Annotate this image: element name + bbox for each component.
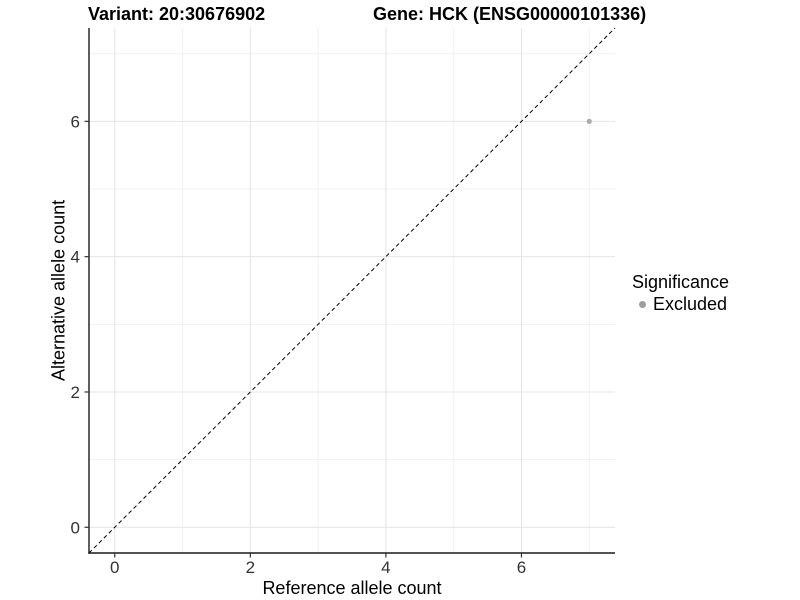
y-tick-label: 0 (71, 518, 80, 537)
y-tick-label: 2 (71, 383, 80, 402)
x-tick-label: 6 (517, 558, 526, 577)
identity-line (88, 27, 616, 554)
x-axis-title: Reference allele count (262, 578, 442, 598)
legend-item-excluded: Excluded (632, 293, 729, 315)
y-axis-title-text: Alternative allele count (48, 199, 69, 382)
x-tick-label: 4 (381, 558, 390, 577)
gene-title: Gene: HCK (ENSG00000101336) (373, 4, 647, 24)
x-tick-label: 0 (110, 558, 119, 577)
y-tick-label: 6 (71, 112, 80, 131)
excluded-point-icon (639, 300, 646, 308)
data-point (586, 118, 592, 124)
x-tick-label: 2 (246, 558, 255, 577)
variant-title: Variant: 20:30676902 (88, 4, 266, 24)
y-axis-title: Alternative allele count (46, 28, 72, 553)
legend-item-label: Excluded (653, 293, 728, 314)
legend: Significance Excluded (632, 271, 729, 315)
y-tick-label: 4 (71, 248, 80, 267)
legend-title: Significance (632, 272, 730, 292)
